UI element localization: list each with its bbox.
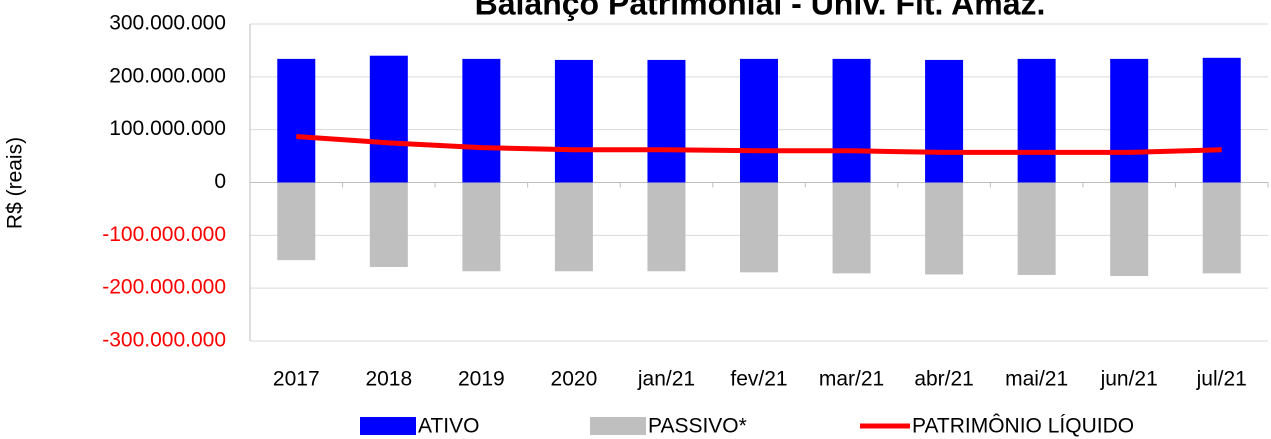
x-tick-label: jun/21 bbox=[1100, 368, 1158, 391]
bar bbox=[1202, 57, 1241, 183]
y-tick-label: 0 bbox=[214, 170, 226, 193]
line bbox=[296, 134, 1222, 155]
bar bbox=[554, 182, 593, 272]
legend-label: ATIVO bbox=[418, 415, 479, 438]
bar bbox=[1110, 58, 1149, 183]
legend-label: PASSIVO* bbox=[648, 415, 747, 438]
x-tick-label: 2019 bbox=[458, 368, 505, 391]
legend-swatch bbox=[590, 417, 646, 435]
bar bbox=[369, 182, 408, 268]
x-tick-label: abr/21 bbox=[914, 368, 974, 391]
bar bbox=[740, 182, 778, 273]
bar bbox=[1110, 182, 1149, 277]
y-axis-label: R$ (reais) bbox=[4, 137, 27, 229]
x-tick-label: fev/21 bbox=[730, 368, 787, 391]
x-tick-label: jul/21 bbox=[1196, 368, 1247, 391]
legend-swatch bbox=[360, 417, 416, 435]
y-tick-label: 200.000.000 bbox=[109, 64, 226, 87]
x-tick-label: mai/21 bbox=[1005, 368, 1068, 391]
y-tick-label: 300.000.000 bbox=[109, 12, 226, 35]
bar bbox=[554, 59, 593, 183]
bar bbox=[277, 182, 316, 261]
bar bbox=[740, 58, 778, 183]
legend-label: PATRIMÔNIO LÍQUIDO bbox=[912, 415, 1134, 438]
y-tick-label: 100.000.000 bbox=[109, 117, 226, 140]
bar bbox=[1017, 182, 1056, 275]
x-tick-label: jan/21 bbox=[637, 368, 695, 391]
y-tick-label: -200.000.000 bbox=[102, 276, 226, 299]
bar bbox=[1202, 182, 1241, 274]
y-tick-label: -300.000.000 bbox=[102, 329, 226, 352]
bar bbox=[832, 58, 871, 183]
x-tick-label: mar/21 bbox=[819, 368, 884, 391]
bar bbox=[925, 59, 964, 183]
y-tick-label: -100.000.000 bbox=[102, 223, 226, 246]
bar bbox=[925, 182, 964, 275]
bar bbox=[647, 59, 686, 183]
bar bbox=[369, 55, 408, 183]
bar bbox=[1017, 58, 1056, 183]
x-tick-label: 2017 bbox=[273, 368, 320, 391]
bar bbox=[832, 182, 871, 274]
x-tick-label: 2020 bbox=[551, 368, 598, 391]
bar bbox=[647, 182, 686, 272]
chart-title: Balanço Patrimonial - Univ. Fit. Amaz. bbox=[475, 0, 1046, 21]
bar bbox=[277, 58, 316, 183]
bar bbox=[462, 182, 501, 272]
bar bbox=[462, 58, 501, 183]
x-tick-label: 2018 bbox=[365, 368, 412, 391]
